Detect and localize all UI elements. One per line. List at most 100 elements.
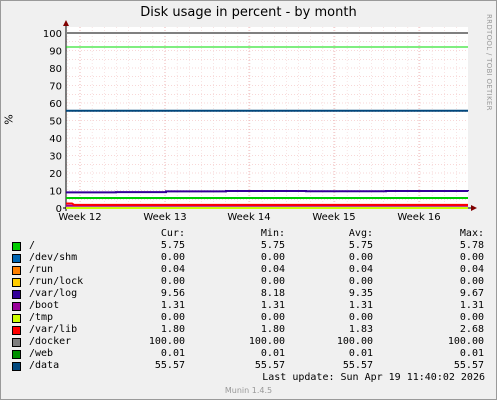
legend-value-avg: 100.00	[336, 336, 373, 347]
legend-value-min: 0.04	[260, 264, 285, 275]
legend-value-cur: 0.01	[160, 348, 185, 359]
legend-row: / 5.75 5.75 5.75 5.78	[0, 240, 497, 252]
legend-value-cur: 5.75	[160, 240, 185, 251]
legend-row: /docker 100.00 100.00 100.00 100.00	[0, 336, 497, 348]
legend-value-cur: 9.56	[160, 288, 185, 299]
legend-row: /data 55.57 55.57 55.57 55.57	[0, 360, 497, 372]
plot-background	[66, 27, 468, 208]
legend-series-name: /run/lock	[29, 276, 84, 287]
y-tick-label: 70	[49, 82, 62, 93]
legend-color-swatch	[12, 350, 21, 359]
legend-color-swatch	[12, 290, 21, 299]
legend-row: /run 0.04 0.04 0.04 0.04	[0, 264, 497, 276]
legend-series-name: /run	[29, 264, 54, 275]
y-tick-label: 30	[49, 152, 62, 163]
chart-title: Disk usage in percent - by month	[140, 5, 357, 20]
legend-color-swatch	[12, 242, 21, 251]
legend-column-header: Cur:	[160, 228, 185, 239]
legend-series-name: /boot	[29, 300, 60, 311]
legend-value-cur: 100.00	[148, 336, 185, 347]
legend-value-max: 1.31	[459, 300, 484, 311]
legend-value-avg: 0.00	[348, 276, 373, 287]
legend-color-swatch	[12, 326, 21, 335]
series-line	[66, 190, 469, 194]
legend-series-name: /docker	[29, 336, 72, 347]
y-tick-label: 0	[56, 204, 62, 215]
legend-header-row: Cur: Min: Avg: Max:	[0, 228, 497, 240]
legend-value-avg: 0.01	[348, 348, 373, 359]
y-axis-arrow	[63, 20, 69, 26]
legend-series-name: /var/log	[29, 288, 78, 299]
rrdtool-credit: RRDTOOL / TOBI OETIKER	[485, 14, 493, 111]
y-tick-label: 20	[49, 169, 62, 180]
legend-series-name: /web	[29, 348, 54, 359]
legend-color-swatch	[12, 278, 21, 287]
legend-value-avg: 0.00	[348, 252, 373, 263]
legend-value-max: 0.01	[459, 348, 484, 359]
legend-row: /var/log 9.56 8.18 9.35 9.67	[0, 288, 497, 300]
y-tick-label: 60	[49, 99, 62, 110]
x-tick-label: Week 12	[58, 212, 101, 223]
legend-value-max: 0.00	[459, 252, 484, 263]
x-tick-label: Week 14	[227, 212, 270, 223]
legend-series-name: /	[29, 240, 36, 251]
legend-value-min: 0.00	[260, 252, 285, 263]
legend-series-name: /var/lib	[29, 324, 78, 335]
plot-area: Week 12 Week 13 Week 14 Week 15 Week 16 0 10 20…	[43, 20, 477, 223]
legend-series-name: /data	[29, 360, 60, 371]
legend-series-name: /dev/shm	[29, 252, 78, 263]
legend-value-min: 1.31	[260, 300, 285, 311]
legend-value-min: 0.00	[260, 312, 285, 323]
x-axis-arrow	[471, 205, 477, 211]
legend-value-cur: 0.04	[160, 264, 185, 275]
y-tick-label: 80	[49, 64, 62, 75]
legend-value-min: 55.57	[254, 360, 285, 371]
legend-value-max: 2.68	[459, 324, 484, 335]
legend-value-avg: 0.00	[348, 312, 373, 323]
legend-color-swatch	[12, 362, 21, 371]
legend-value-max: 100.00	[447, 336, 484, 347]
legend-column-header: Min:	[260, 228, 285, 239]
legend-column-header: Avg:	[348, 228, 373, 239]
legend-row: /tmp 0.00 0.00 0.00 0.00	[0, 312, 497, 324]
legend-row: /dev/shm 0.00 0.00 0.00 0.00	[0, 252, 497, 264]
legend-value-max: 0.00	[459, 276, 484, 287]
legend-value-min: 8.18	[260, 288, 285, 299]
y-tick-label: 100	[43, 29, 62, 40]
legend-row: /boot 1.31 1.31 1.31 1.31	[0, 300, 497, 312]
last-update-text: Last update: Sun Apr 19 11:40:02 2026	[262, 372, 485, 383]
legend-value-cur: 55.57	[154, 360, 185, 371]
legend-value-avg: 1.83	[348, 324, 373, 335]
y-tick-label: 50	[49, 117, 62, 128]
legend-value-avg: 5.75	[348, 240, 373, 251]
legend-value-cur: 0.00	[160, 276, 185, 287]
legend-value-min: 1.80	[260, 324, 285, 335]
legend-row: /web 0.01 0.01 0.01 0.01	[0, 348, 497, 360]
legend-value-max: 5.78	[459, 240, 484, 251]
legend-value-max: 0.04	[459, 264, 484, 275]
legend-value-min: 5.75	[260, 240, 285, 251]
y-tick-label: 10	[49, 187, 62, 198]
legend-value-avg: 0.04	[348, 264, 373, 275]
legend-value-avg: 55.57	[342, 360, 373, 371]
legend-value-max: 9.67	[459, 288, 484, 299]
legend-color-swatch	[12, 314, 21, 323]
x-tick-label: Week 15	[312, 212, 355, 223]
legend-value-cur: 0.00	[160, 312, 185, 323]
legend-value-cur: 1.80	[160, 324, 185, 335]
y-tick-label: 90	[49, 47, 62, 58]
legend-row: /var/lib 1.80 1.80 1.83 2.68	[0, 324, 497, 336]
legend-value-min: 0.01	[260, 348, 285, 359]
legend-value-min: 0.00	[260, 276, 285, 287]
legend-color-swatch	[12, 302, 21, 311]
legend-value-cur: 1.31	[160, 300, 185, 311]
legend-value-max: 55.57	[453, 360, 484, 371]
legend-row: /run/lock 0.00 0.00 0.00 0.00	[0, 276, 497, 288]
x-tick-label: Week 13	[143, 212, 186, 223]
legend-color-swatch	[12, 254, 21, 263]
legend-color-swatch	[12, 338, 21, 347]
legend-series-name: /tmp	[29, 312, 54, 323]
y-tick-label: 40	[49, 134, 62, 145]
munin-version: Munin 1.4.5	[224, 386, 273, 395]
legend-column-header: Max:	[459, 228, 484, 239]
